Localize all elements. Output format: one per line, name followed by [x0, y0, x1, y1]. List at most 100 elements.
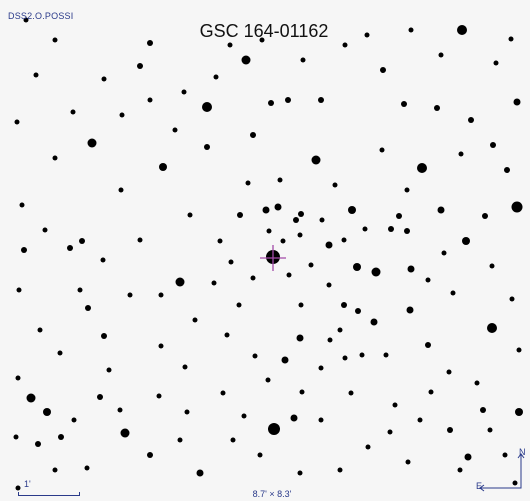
star: [428, 389, 434, 395]
star: [365, 444, 371, 450]
star: [106, 367, 112, 373]
star: [293, 217, 299, 223]
star: [250, 275, 256, 281]
star: [187, 212, 193, 218]
star: [493, 60, 499, 66]
star: [406, 306, 414, 314]
star: [266, 228, 272, 234]
star: [58, 434, 64, 440]
star: [250, 132, 256, 138]
star: [298, 211, 304, 217]
star: [211, 280, 217, 286]
star: [137, 237, 143, 243]
star: [337, 467, 343, 473]
star: [15, 485, 21, 491]
star: [512, 480, 518, 486]
star: [224, 332, 230, 338]
star: [172, 127, 178, 133]
star: [147, 40, 153, 46]
star: [118, 187, 124, 193]
star: [87, 138, 97, 148]
star: [348, 206, 356, 214]
star: [156, 393, 162, 399]
star: [515, 408, 523, 416]
star: [84, 465, 90, 471]
star: [341, 237, 347, 243]
star: [425, 342, 431, 348]
star: [236, 302, 242, 308]
star: [407, 265, 415, 273]
star: [348, 390, 354, 396]
star: [120, 428, 130, 438]
star: [192, 317, 198, 323]
star: [15, 375, 21, 381]
star: [227, 42, 233, 48]
star: [13, 434, 19, 440]
star: [404, 187, 410, 193]
star: [457, 467, 463, 473]
star: [85, 305, 91, 311]
star: [184, 409, 190, 415]
star: [290, 414, 298, 422]
star: [446, 369, 452, 375]
star: [502, 452, 508, 458]
star: [341, 302, 347, 308]
star: [337, 327, 343, 333]
field-of-view: 8.7' × 8.3': [0, 489, 530, 499]
star: [100, 257, 106, 263]
star: [379, 147, 385, 153]
star: [245, 180, 251, 186]
star: [508, 36, 514, 42]
star: [277, 177, 283, 183]
star: [480, 407, 486, 413]
star: [447, 427, 453, 433]
star: [405, 459, 411, 465]
star: [327, 337, 333, 343]
star: [159, 163, 167, 171]
star: [462, 237, 470, 245]
star: [342, 355, 348, 361]
star: [259, 37, 265, 43]
star: [318, 97, 324, 103]
star: [371, 267, 381, 277]
star: [355, 308, 361, 314]
star: [297, 470, 303, 476]
star: [52, 467, 58, 473]
star: [364, 32, 370, 38]
star: [299, 389, 305, 395]
star: [16, 287, 22, 293]
star: [318, 417, 324, 423]
star: [265, 377, 271, 383]
star: [230, 437, 236, 443]
star: [441, 250, 447, 256]
target-title: GSC 164-01162: [0, 21, 530, 42]
star: [43, 408, 51, 416]
star: [437, 206, 445, 214]
star: [490, 142, 496, 148]
star: [464, 453, 472, 461]
star: [21, 247, 27, 253]
star: [182, 364, 188, 370]
star: [117, 407, 123, 413]
star: [388, 226, 394, 232]
star: [300, 57, 306, 63]
star: [297, 232, 303, 238]
stars-layer: [13, 17, 523, 491]
star: [408, 27, 414, 33]
star: [311, 155, 321, 165]
star: [487, 323, 497, 333]
star: [70, 109, 76, 115]
star: [158, 343, 164, 349]
compass-north-label: N: [519, 447, 526, 457]
star: [392, 402, 398, 408]
star: [370, 318, 378, 326]
star: [101, 333, 107, 339]
compass-icon: [479, 453, 525, 492]
star: [268, 423, 280, 435]
star: [401, 101, 407, 107]
crosshair-icon: [260, 245, 286, 271]
star: [220, 390, 226, 396]
survey-label: DSS2.O.POSSI: [8, 11, 74, 21]
